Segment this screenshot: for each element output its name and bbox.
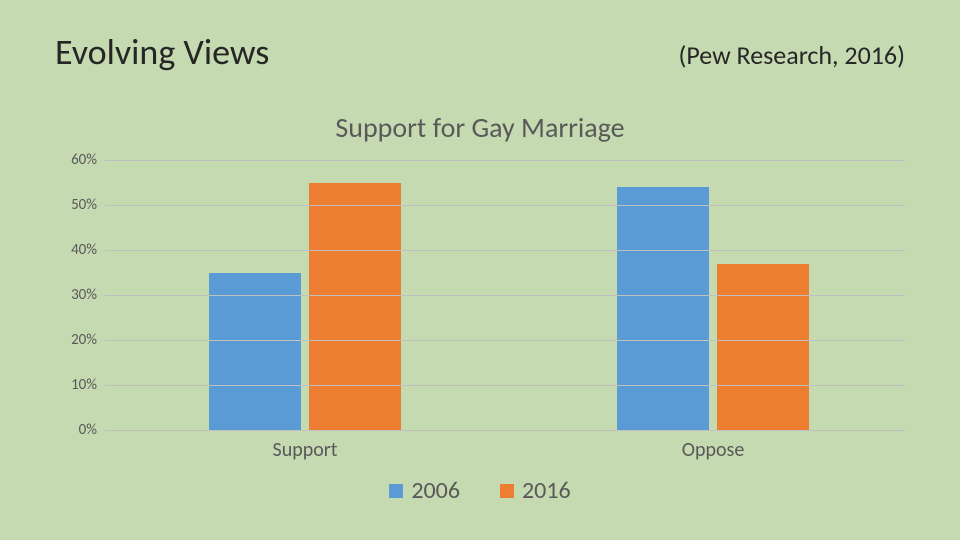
bar — [617, 187, 709, 430]
chart-title: Support for Gay Marriage — [55, 110, 905, 145]
grid-line — [105, 340, 905, 341]
legend-swatch — [500, 484, 514, 498]
y-axis-label: 0% — [57, 421, 97, 439]
grid-line — [105, 295, 905, 296]
grid-line — [105, 250, 905, 251]
legend-label: 2016 — [522, 476, 571, 505]
chart: Support for Gay Marriage 0%10%20%30%40%5… — [55, 110, 905, 505]
y-axis-label: 60% — [57, 151, 97, 169]
y-axis-label: 50% — [57, 196, 97, 214]
slide-subtitle: (Pew Research, 2016) — [678, 39, 905, 71]
y-axis-label: 10% — [57, 376, 97, 394]
bar — [309, 183, 401, 431]
legend-label: 2006 — [411, 476, 460, 505]
y-axis-label: 20% — [57, 331, 97, 349]
slide-header: Evolving Views (Pew Research, 2016) — [55, 30, 905, 74]
legend-swatch — [389, 484, 403, 498]
legend-item: 2016 — [500, 476, 571, 505]
legend-item: 2006 — [389, 476, 460, 505]
bar — [717, 264, 809, 431]
grid-line — [105, 385, 905, 386]
grid-line — [105, 205, 905, 206]
y-axis-label: 40% — [57, 241, 97, 259]
x-axis-label: Oppose — [682, 438, 745, 462]
plot-area: 0%10%20%30%40%50%60%SupportOppose — [105, 160, 905, 430]
grid-line — [105, 430, 905, 431]
slide-title: Evolving Views — [55, 30, 269, 74]
legend: 2006 2016 — [55, 476, 905, 505]
x-axis-label: Support — [273, 438, 338, 462]
slide: Evolving Views (Pew Research, 2016) Supp… — [0, 0, 960, 540]
y-axis-label: 30% — [57, 286, 97, 304]
bar — [209, 273, 301, 431]
grid-line — [105, 160, 905, 161]
